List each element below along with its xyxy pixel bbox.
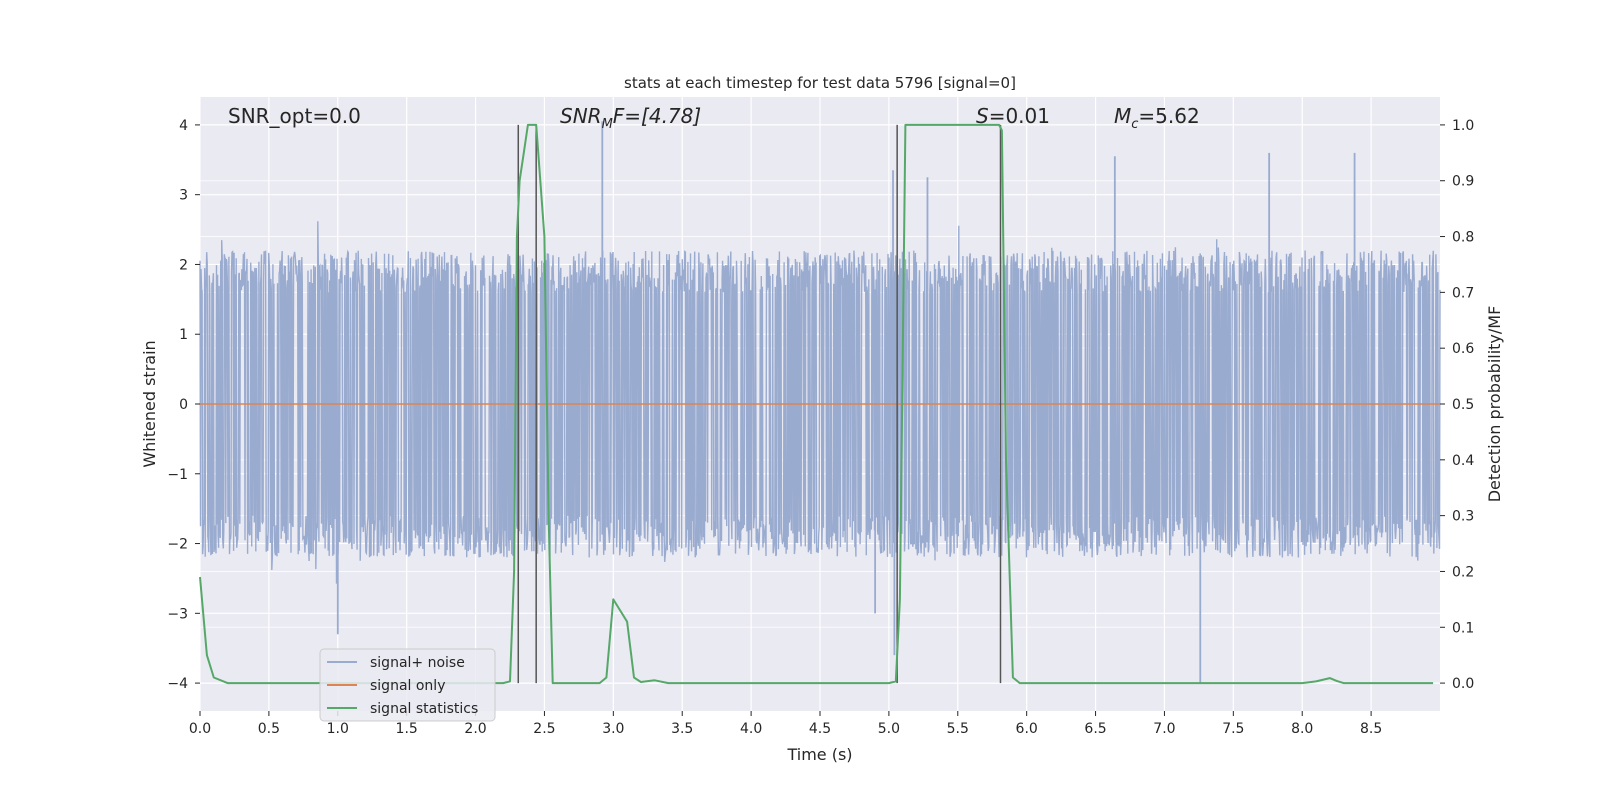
x-tick-label: 2.5 (533, 721, 555, 737)
y2-tick-label: 0.3 (1452, 509, 1474, 525)
x-tick-label: 3.5 (671, 721, 693, 737)
snr-mf-base: SNR (560, 104, 602, 128)
x-tick-label: 8.5 (1360, 721, 1382, 737)
x-tick-label: 6.5 (1084, 721, 1106, 737)
y-tick-label: −1 (167, 467, 188, 483)
y2-axis-ticks: 0.0 0.1 0.2 0.3 0.4 0.5 0.6 0.7 0.8 0.9 1.0 (1440, 118, 1474, 692)
y2-tick-label: 0.4 (1452, 453, 1474, 469)
event-markers (517, 124, 1002, 684)
signal-statistics-series (199, 123, 1434, 685)
x-tick-label: 5.0 (878, 721, 900, 737)
legend-label-signal: signal only (370, 678, 445, 694)
x-tick-label: 0.0 (189, 721, 211, 737)
mc-var: M (1114, 104, 1131, 128)
x-tick-label: 1.5 (396, 721, 418, 737)
x-tick-label: 2.0 (464, 721, 486, 737)
x-axis-ticks: 0.0 0.5 1.0 1.5 2.0 2.5 3.0 3.5 4.0 4.5 5.0 5.5 6.0 6… (189, 711, 1382, 737)
x-tick-label: 7.0 (1153, 721, 1175, 737)
signal-noise-series (199, 121, 1441, 684)
y2-tick-label: 0.9 (1452, 174, 1474, 190)
y-tick-label: 2 (179, 257, 188, 273)
y2-tick-label: 1.0 (1452, 118, 1474, 134)
y-tick-label: −2 (167, 537, 188, 553)
x-tick-label: 7.5 (1222, 721, 1244, 737)
noise-line (199, 221, 1441, 584)
x-axis-label: Time (s) (786, 745, 852, 764)
annotation-snr-opt: SNR_opt=0.0 (228, 104, 361, 128)
y2-tick-label: 0.7 (1452, 285, 1474, 301)
signal-statistics-line (199, 123, 1434, 685)
x-tick-label: 5.5 (947, 721, 969, 737)
y2-tick-label: 0.2 (1452, 564, 1474, 580)
x-tick-label: 6.0 (1016, 721, 1038, 737)
x-tick-label: 1.0 (327, 721, 349, 737)
y-tick-label: −4 (167, 676, 188, 692)
y2-axis-label: Detection probability/MF (1485, 306, 1504, 503)
y2-tick-label: 0.5 (1452, 397, 1474, 413)
legend-box (319, 648, 496, 722)
y2-tick-label: 0.1 (1452, 620, 1474, 636)
s-rest: =0.01 (989, 104, 1050, 128)
mc-sub: c (1131, 117, 1138, 132)
y-tick-label: 4 (179, 118, 188, 134)
legend-label-noise: signal+ noise (370, 655, 465, 671)
y-tick-label: 3 (179, 188, 188, 204)
x-tick-label: 3.0 (602, 721, 624, 737)
mc-rest: =5.62 (1138, 104, 1199, 128)
x-tick-label: 0.5 (258, 721, 280, 737)
legend-label-stats: signal statistics (370, 701, 478, 717)
x-tick-label: 8.0 (1291, 721, 1313, 737)
y-tick-label: 0 (179, 397, 188, 413)
chart-title: stats at each timestep for test data 579… (624, 74, 1016, 92)
y2-tick-label: 0.8 (1452, 230, 1474, 246)
annotation-snr-mf: SNRMF=[4.78] (560, 104, 701, 132)
annotation-mc: Mc=5.62 (1114, 104, 1200, 132)
snr-mf-rest: F=[4.78] (613, 104, 701, 128)
snr-mf-sub: M (602, 117, 613, 132)
legend: signal+ noise signal only signal statist… (319, 648, 496, 722)
x-tick-label: 4.5 (809, 721, 831, 737)
y-tick-label: 1 (179, 327, 188, 343)
s-var: S (976, 104, 989, 128)
annotation-s: S=0.01 (976, 104, 1050, 128)
x-tick-label: 4.0 (740, 721, 762, 737)
y-tick-label: −3 (167, 606, 188, 622)
y2-tick-label: 0.6 (1452, 341, 1474, 357)
y-axis-label: Whitened strain (140, 340, 159, 467)
y-axis-ticks: −4 −3 −2 −1 0 1 2 3 4 (167, 118, 200, 692)
y2-tick-label: 0.0 (1452, 676, 1474, 692)
